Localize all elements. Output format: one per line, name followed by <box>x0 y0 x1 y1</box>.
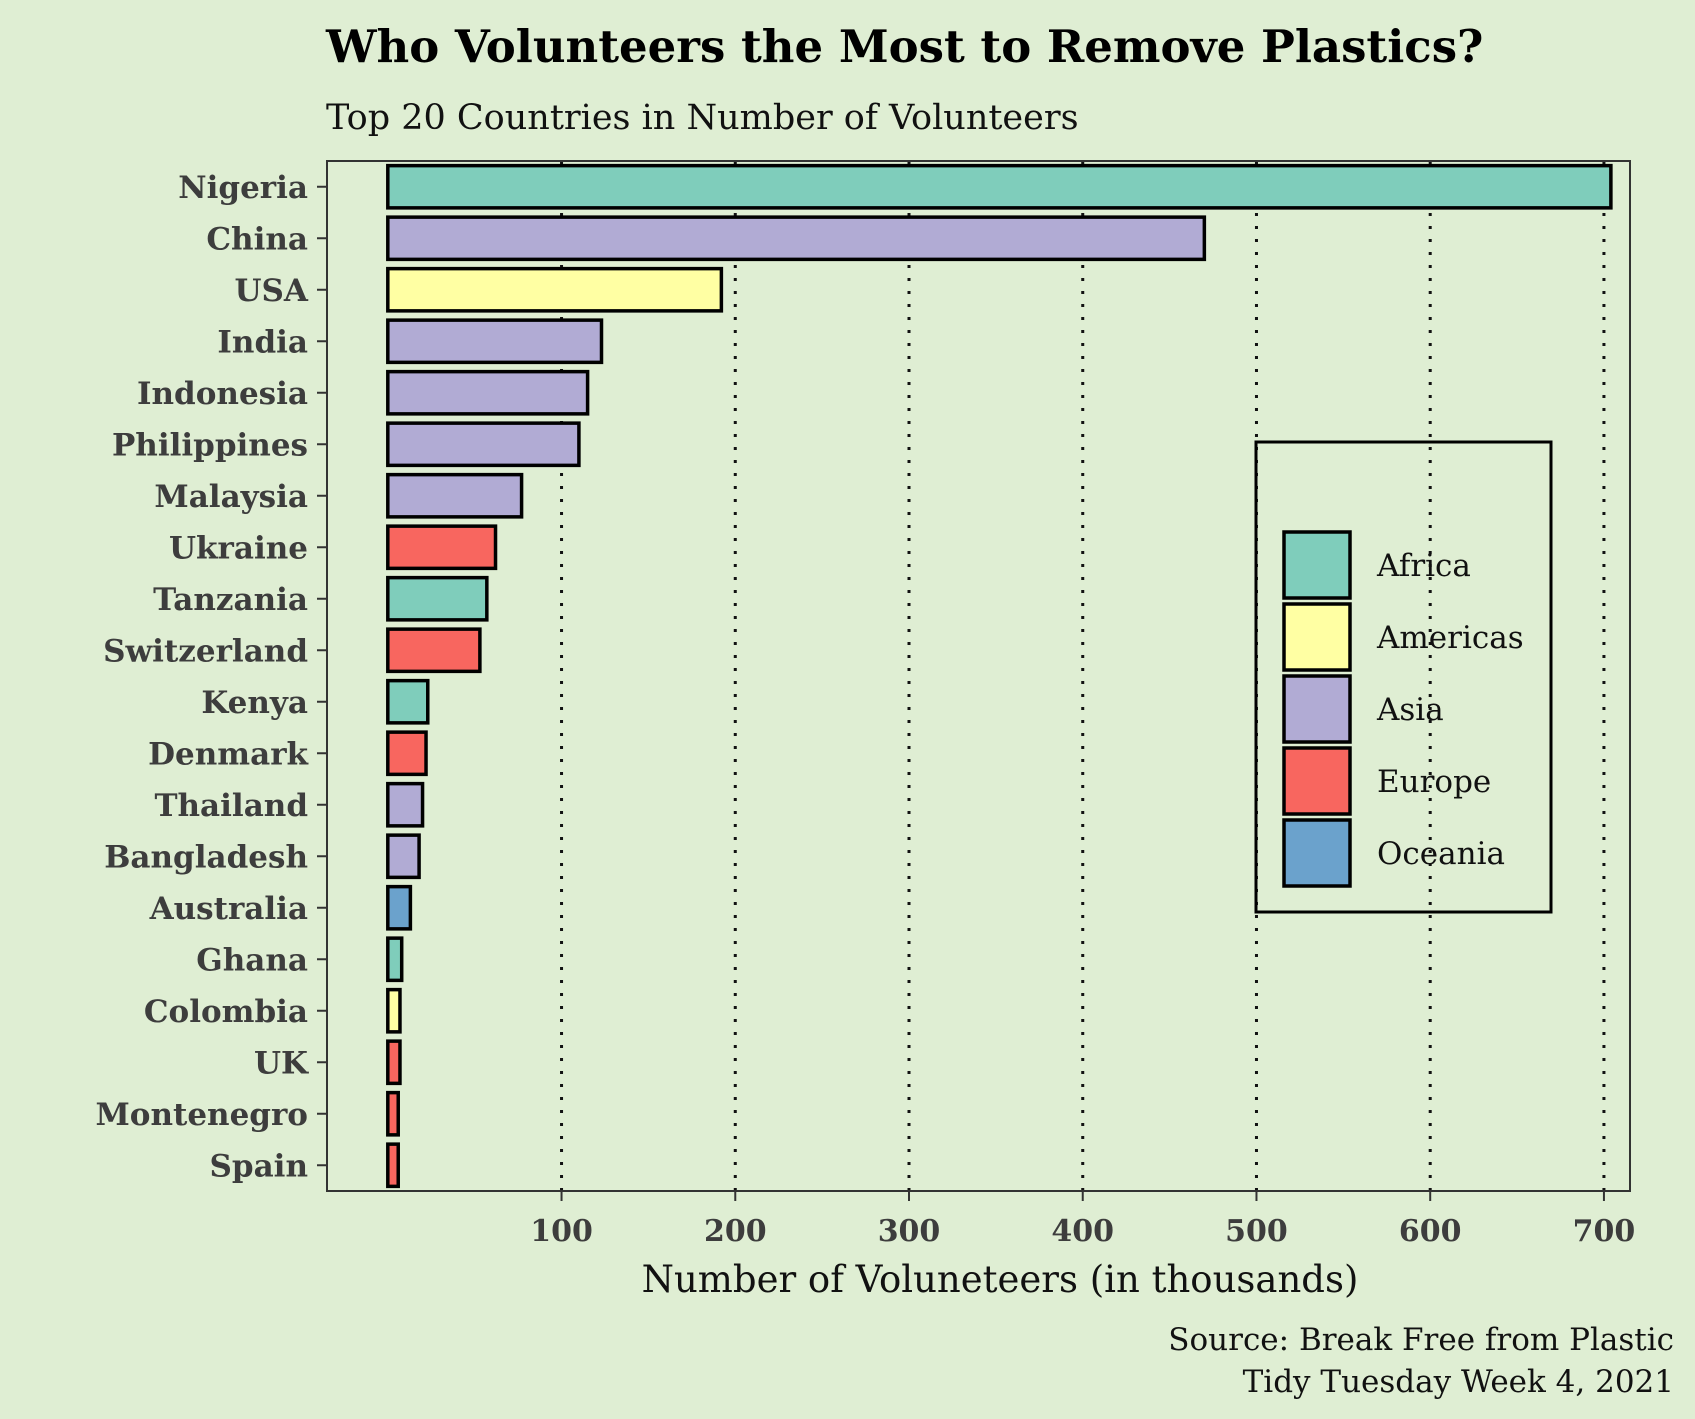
y-tick-label: Thailand <box>154 788 308 824</box>
bar-nigeria <box>386 163 1613 210</box>
bar-bangladesh <box>386 833 421 880</box>
bar-australia <box>386 884 413 931</box>
y-tick-label: Indonesia <box>137 376 308 412</box>
bar-colombia <box>386 987 402 1034</box>
bar-uk <box>386 1039 402 1086</box>
bar-denmark <box>386 730 428 777</box>
y-tick-label: Ukraine <box>169 530 308 566</box>
y-tick-label: Colombia <box>144 994 308 1030</box>
legend-swatch-asia <box>1282 674 1352 744</box>
bars <box>386 163 1613 1189</box>
legend-swatch-americas <box>1282 602 1352 672</box>
bar-indonesia <box>386 369 590 416</box>
y-tick-label: Tanzania <box>153 582 308 618</box>
chart-title: Who Volunteers the Most to Remove Plasti… <box>325 20 1483 73</box>
x-tick-label: 500 <box>1225 1214 1288 1249</box>
legend-label-africa: Africa <box>1376 548 1471 584</box>
bar-switzerland <box>386 627 482 674</box>
x-tick-label: 600 <box>1399 1214 1462 1249</box>
bar-thailand <box>386 781 425 828</box>
legend-label-oceania: Oceania <box>1377 836 1505 872</box>
legend-swatch-africa <box>1282 530 1352 600</box>
caption-source: Source: Break Free from Plastic <box>1168 1322 1674 1358</box>
x-tick-label: 700 <box>1573 1214 1636 1249</box>
y-tick-label: Australia <box>149 891 308 927</box>
grid-lines <box>560 161 1606 1191</box>
legend-label-europe: Europe <box>1377 764 1491 800</box>
y-tick-label: Philippines <box>112 427 308 463</box>
legend-swatch-europe <box>1282 746 1352 816</box>
bar-spain <box>386 1142 400 1189</box>
legend-box <box>1254 440 1553 914</box>
bar-malaysia <box>386 472 524 519</box>
legend-label-americas: Americas <box>1376 620 1524 656</box>
bar-philippines <box>386 421 581 468</box>
y-tick-label: USA <box>235 273 309 309</box>
x-tick-label: 400 <box>1051 1214 1114 1249</box>
y-tick-label: Bangladesh <box>104 839 308 875</box>
bar-montenegro <box>386 1090 400 1137</box>
caption-week: Tidy Tuesday Week 4, 2021 <box>1243 1364 1674 1400</box>
y-tick-label: Kenya <box>201 685 308 721</box>
bar-ukraine <box>386 524 498 571</box>
y-tick-label: Nigeria <box>178 170 308 206</box>
y-axis-labels: Nigeria China USA India Indonesia Philippines… <box>95 170 327 1184</box>
bar-kenya <box>386 678 430 725</box>
y-tick-label: Switzerland <box>103 633 308 669</box>
x-tick-label: 200 <box>704 1214 767 1249</box>
bar-ghana <box>386 936 404 983</box>
y-tick-label: India <box>217 324 308 360</box>
bar-usa <box>386 266 724 313</box>
y-tick-label: Montenegro <box>95 1097 308 1133</box>
legend-label-asia: Asia <box>1376 692 1444 728</box>
plot-panel-border <box>326 160 1631 1192</box>
x-tick-label: 100 <box>530 1214 593 1249</box>
bar-india <box>386 318 604 365</box>
bar-tanzania <box>386 575 489 622</box>
x-axis-ticks: 100 200 300 400 500 600 700 <box>530 1191 1635 1249</box>
x-tick-label: 300 <box>878 1214 941 1249</box>
legend: Africa Americas Asia Europe Oceania <box>1254 440 1553 914</box>
y-tick-label: UK <box>254 1045 309 1081</box>
legend-swatch-oceania <box>1282 818 1352 888</box>
chart-subtitle: Top 20 Countries in Number of Volunteers <box>326 98 1079 138</box>
x-axis-label: Number of Voluneteers (in thousands) <box>642 1258 1359 1301</box>
y-tick-label: Spain <box>210 1148 308 1184</box>
y-tick-label: China <box>206 221 308 257</box>
y-tick-label: Malaysia <box>154 479 308 515</box>
y-tick-label: Denmark <box>148 736 309 772</box>
y-tick-label: Ghana <box>196 942 308 978</box>
bar-china <box>386 215 1207 262</box>
